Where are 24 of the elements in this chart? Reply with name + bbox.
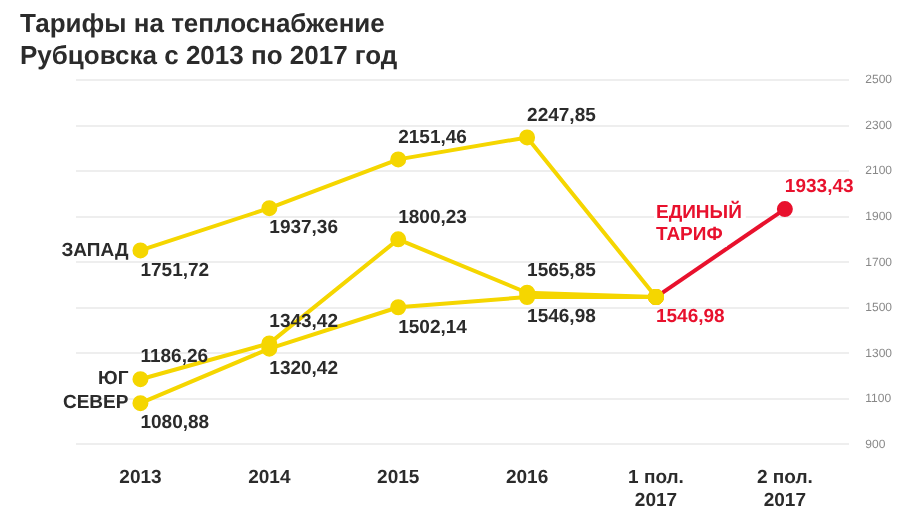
x-tick-label: 2014 xyxy=(248,467,292,490)
data-label: 1320,42 xyxy=(269,357,339,380)
series-label: ЕДИНЫЙ ТАРИФ xyxy=(655,200,743,247)
data-label: 1186,26 xyxy=(140,346,209,369)
data-label: 1933,43 xyxy=(784,176,854,199)
data-label: 1546,98 xyxy=(655,306,725,329)
data-label: 1565,85 xyxy=(527,260,598,282)
series-label: СЕВЕР xyxy=(62,392,130,415)
data-label: 2247,85 xyxy=(527,104,598,127)
x-tick-label: 2016 xyxy=(505,467,549,490)
x-tick-label: 2013 xyxy=(119,467,162,490)
data-label: 1080,88 xyxy=(140,412,210,435)
data-label: 1800,23 xyxy=(398,206,467,229)
data-label: 2151,46 xyxy=(398,126,467,149)
data-label: 1502,14 xyxy=(398,316,469,339)
x-tick-label: 2015 xyxy=(377,467,421,490)
x-tick-label: 2 пол. 2017 xyxy=(756,467,813,512)
series-label: ЗАПАД xyxy=(61,239,129,262)
data-label: 1937,36 xyxy=(269,217,339,240)
chart-title: Тарифы на теплоснабжение Рубцовска с 2013 по 2017 год xyxy=(20,8,400,72)
data-label: 1546,98 xyxy=(527,306,596,329)
data-label: 1751,72 xyxy=(140,259,210,282)
x-tick-label: 1 пол. 2017 xyxy=(628,467,684,512)
series-label: ЮГ xyxy=(98,368,130,391)
